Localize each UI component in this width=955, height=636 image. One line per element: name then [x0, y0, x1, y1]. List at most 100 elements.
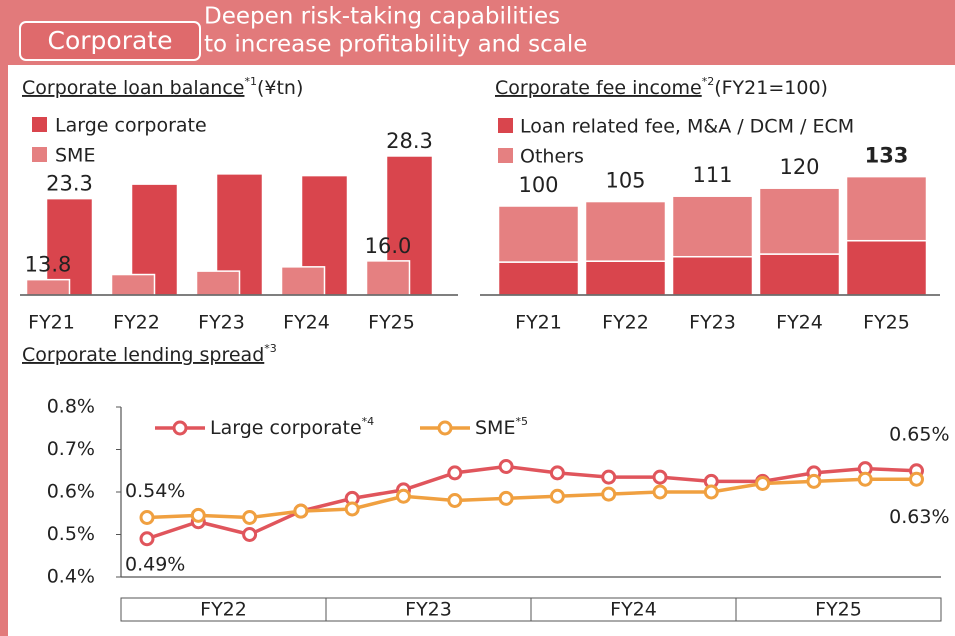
legend-label-part: *4: [362, 415, 375, 428]
total-label: 133: [865, 144, 909, 168]
header-title: to increase profitability and scale: [204, 32, 587, 58]
point: [806, 473, 822, 489]
point: [293, 503, 309, 519]
data-label: 0.54%: [125, 480, 185, 502]
bar-segment: [845, 239, 928, 296]
point: [242, 510, 258, 525]
legend-label: Large corporate*4: [210, 415, 374, 439]
legend-swatch: [498, 118, 513, 133]
y-tick-label: 0.5%: [47, 523, 95, 545]
total-label: 105: [605, 169, 645, 193]
bar-segment: [584, 200, 667, 262]
chart-title: Corporate loan balance*1(¥tn): [22, 75, 303, 99]
line: [146, 464, 917, 541]
legend-label: Others: [520, 146, 584, 168]
x-tick-label: FY21: [515, 312, 562, 334]
point: [498, 490, 514, 506]
point: [549, 488, 565, 504]
point: [549, 465, 565, 481]
header-title: Deepen risk-taking capabilities: [204, 4, 560, 30]
total-label: 120: [779, 155, 819, 179]
legend-label-part: *5: [515, 415, 528, 428]
legend-label-part: Large corporate: [210, 417, 362, 439]
bar-segment: [584, 260, 667, 296]
legend-label: SME*5: [475, 415, 528, 439]
legend-swatch: [32, 147, 47, 162]
y-tick-label: 0.7%: [47, 438, 95, 460]
legend-label: Loan related fee, M&A / DCM / ECM: [520, 116, 854, 138]
point: [139, 510, 155, 525]
x-group-label: FY22: [200, 599, 247, 621]
tag: Corporate: [48, 26, 173, 55]
point: [703, 484, 719, 500]
chart-title-part: (¥tn): [257, 77, 303, 99]
legend-marker: [437, 420, 453, 436]
x-tick-label: FY24: [283, 312, 330, 334]
total-label: 100: [518, 173, 558, 197]
x-group-box: [735, 597, 942, 622]
line: [146, 477, 917, 520]
point: [190, 507, 206, 523]
point: [601, 486, 617, 502]
legend-label-part: SME: [475, 417, 515, 439]
point: [601, 469, 617, 485]
data-label: 16.0: [365, 234, 412, 258]
x-group-label: FY25: [815, 599, 862, 621]
data-label: 13.8: [25, 253, 72, 277]
y-tick-label: 0.6%: [47, 481, 95, 503]
x-tick-label: FY22: [602, 312, 649, 334]
point: [447, 493, 463, 508]
bar-segment: [671, 195, 754, 258]
point: [242, 527, 258, 542]
point: [396, 488, 411, 504]
legend-marker: [172, 420, 188, 436]
data-label: 23.3: [46, 172, 93, 196]
chart-title-part: Corporate lending spread: [22, 344, 264, 366]
total-label: 111: [692, 163, 732, 187]
bar: [280, 266, 326, 296]
y-tick-label: 0.4%: [47, 566, 95, 588]
data-label: 0.49%: [125, 553, 185, 575]
legend-swatch: [498, 148, 513, 163]
point: [344, 501, 360, 517]
bar: [365, 260, 411, 296]
point: [857, 471, 873, 487]
point: [447, 465, 463, 481]
chart-title-part: *2: [702, 75, 715, 88]
chart-title-part: Corporate fee income: [495, 77, 702, 99]
y-tick-label: 0.8%: [47, 396, 95, 418]
x-tick-label: FY23: [198, 312, 245, 334]
bar-segment: [758, 187, 841, 255]
data-label: 0.63%: [889, 506, 949, 528]
legend-label: SME: [55, 145, 95, 167]
x-group-label: FY23: [405, 599, 452, 621]
chart-title-part: *3: [264, 342, 277, 355]
point: [139, 531, 155, 547]
tag-box: [19, 21, 201, 61]
data-label: 0.65%: [889, 423, 949, 445]
x-tick-label: FY23: [689, 312, 736, 334]
bar: [195, 270, 241, 296]
x-tick-label: FY25: [368, 312, 415, 334]
point: [498, 459, 514, 474]
bar: [25, 278, 71, 296]
bar-segment: [671, 255, 754, 296]
chart-title: Corporate fee income*2(FY21=100): [495, 75, 828, 99]
point: [652, 484, 668, 500]
bar: [110, 273, 156, 296]
chart-title-part: Corporate loan balance: [22, 77, 244, 99]
chart-title-part: (FY21=100): [714, 77, 828, 99]
data-label: 28.3: [386, 129, 433, 153]
point: [755, 476, 771, 491]
left-strip: [0, 65, 8, 636]
bar-segment: [845, 175, 928, 242]
x-tick-label: FY24: [776, 312, 823, 334]
chart-title: Corporate lending spread*3: [22, 342, 277, 366]
legend-swatch: [32, 117, 47, 132]
chart-title-part: *1: [244, 75, 257, 88]
x-tick-label: FY25: [863, 312, 910, 334]
bar-segment: [497, 205, 580, 263]
x-tick-label: FY21: [28, 312, 75, 334]
legend-label: Large corporate: [55, 115, 207, 137]
